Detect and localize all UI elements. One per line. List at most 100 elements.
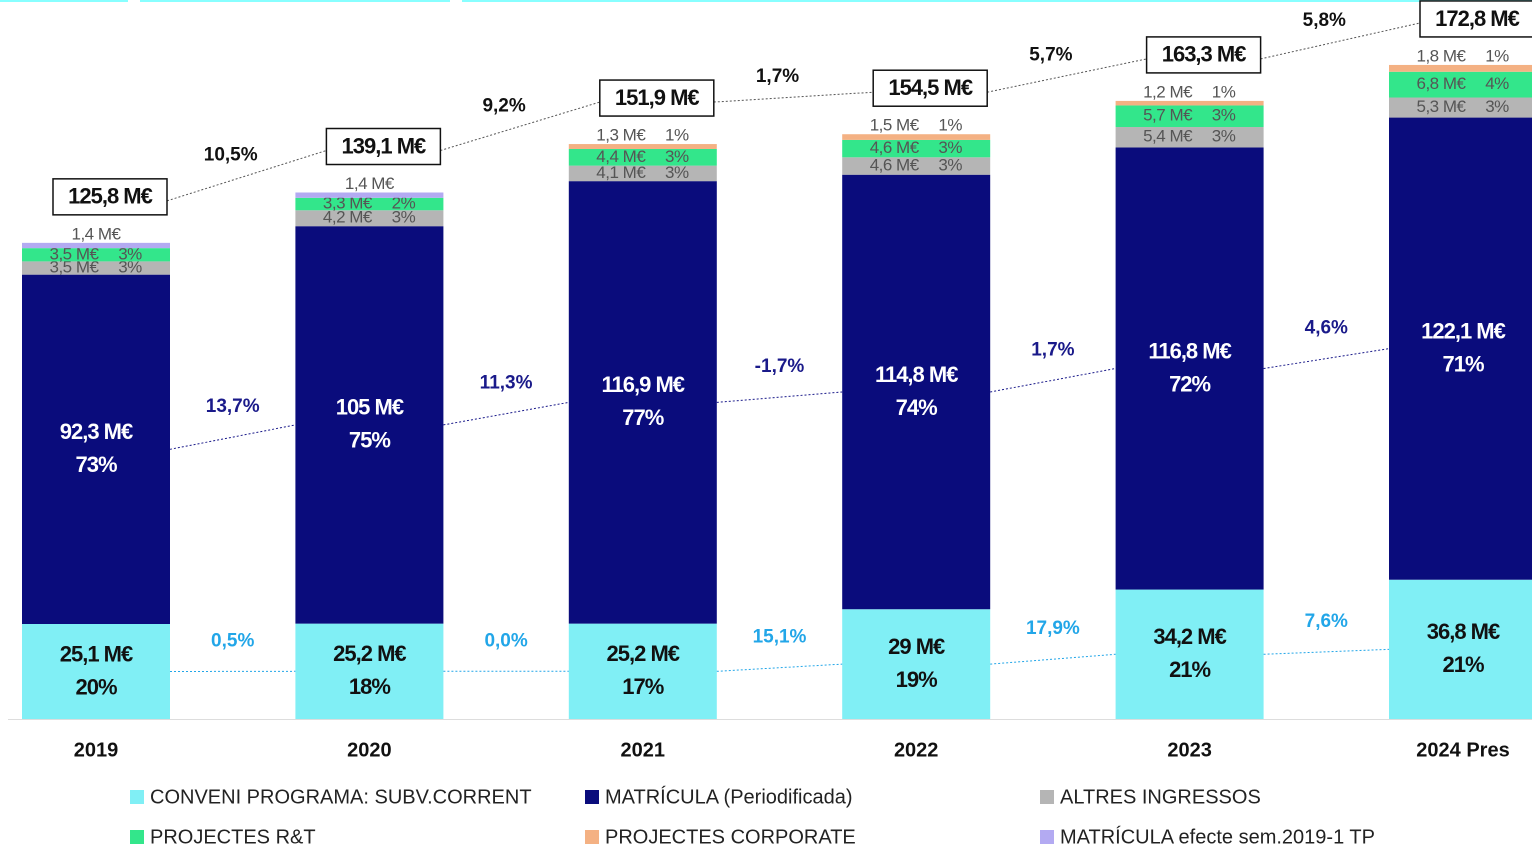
bar-segment <box>295 623 444 719</box>
percent-label: 21% <box>1169 657 1210 682</box>
trend-line <box>716 391 843 403</box>
value-label: 3,3 M€ <box>323 194 373 213</box>
trend-line <box>1263 348 1390 370</box>
trend-line <box>987 58 1147 93</box>
percent-label: 3% <box>392 208 416 227</box>
value-label: 34,2 M€ <box>1153 624 1226 649</box>
x-tick-label: 2022 <box>894 739 939 761</box>
bar-segment <box>1389 579 1532 719</box>
percent-label: 77% <box>622 405 663 430</box>
growth-label: 10,5% <box>204 145 258 166</box>
percent-label: 3% <box>665 163 689 182</box>
bar-segment <box>568 148 717 166</box>
value-label: 116,9 M€ <box>602 372 685 397</box>
trend-line <box>443 401 569 426</box>
bar-segment <box>568 144 717 149</box>
total-label: 163,3 M€ <box>1162 42 1246 67</box>
growth-label: 7,6% <box>1305 611 1348 632</box>
bar-segment <box>568 165 717 182</box>
x-tick-label: 2021 <box>621 739 666 761</box>
value-label: 25,2 M€ <box>333 641 406 666</box>
growth-label: 0,0% <box>484 630 527 651</box>
growth-label: 0,5% <box>211 630 254 651</box>
top-strip <box>462 0 1532 2</box>
trend-line <box>1263 648 1390 655</box>
bar-segment <box>22 274 170 624</box>
percent-label: 1% <box>1485 46 1509 65</box>
bar-segment <box>22 623 170 719</box>
value-label: 4,4 M€ <box>596 147 646 166</box>
total-label: 151,9 M€ <box>615 85 699 110</box>
value-label: 36,8 M€ <box>1427 619 1500 644</box>
bar-segment <box>1389 117 1532 580</box>
percent-label: 3% <box>118 244 142 263</box>
bar-segment <box>568 181 717 624</box>
percent-label: 21% <box>1442 652 1483 677</box>
legend-label: PROJECTES CORPORATE <box>605 826 856 848</box>
value-label: 3,5 M€ <box>50 258 100 277</box>
legend-label: MATRÍCULA (Periodificada) <box>605 785 852 808</box>
bar-segment <box>22 248 170 262</box>
total-box <box>52 178 168 216</box>
percent-label: 72% <box>1169 371 1210 396</box>
total-box <box>872 69 988 107</box>
total-box <box>599 79 715 117</box>
percent-label: 18% <box>349 674 390 699</box>
legend-label: MATRÍCULA efecte sem.2019-1 TP <box>1060 825 1375 848</box>
percent-label: 1% <box>1212 82 1236 101</box>
total-box <box>325 127 442 166</box>
growth-label: 5,8% <box>1303 10 1346 31</box>
percent-label: 3% <box>118 258 142 277</box>
total-box <box>1145 36 1262 74</box>
value-label: 4,6 M€ <box>870 155 920 174</box>
value-label: 1,4 M€ <box>72 224 122 243</box>
percent-label: 71% <box>1442 351 1483 376</box>
total-label: 125,8 M€ <box>68 184 152 209</box>
growth-label: -1,7% <box>755 356 805 377</box>
value-label: 114,8 M€ <box>875 362 958 387</box>
growth-label: 4,6% <box>1305 318 1348 339</box>
x-tick-label: 2019 <box>74 739 119 761</box>
value-label: 25,1 M€ <box>60 641 133 666</box>
bar-segment <box>295 197 444 211</box>
percent-label: 3% <box>1212 106 1236 125</box>
value-label: 1,3 M€ <box>596 126 646 145</box>
value-label: 5,3 M€ <box>1417 97 1467 116</box>
legend-swatch <box>585 790 599 804</box>
growth-label: 5,7% <box>1029 45 1072 66</box>
growth-label: 1,7% <box>1031 339 1074 360</box>
bar-segment <box>1115 147 1264 590</box>
bar-segment <box>295 210 444 227</box>
bar-segment <box>295 226 444 624</box>
total-label: 154,5 M€ <box>888 75 972 100</box>
legend-swatch <box>130 790 144 804</box>
bar-segment <box>1115 127 1264 148</box>
percent-label: 3% <box>1212 127 1236 146</box>
value-label: 4,2 M€ <box>323 208 373 227</box>
bar-segment <box>568 623 717 719</box>
legend-swatch <box>1040 830 1054 844</box>
bar-segment <box>1389 97 1532 118</box>
trend-line <box>716 663 843 672</box>
percent-label: 73% <box>75 452 116 477</box>
value-label: 6,8 M€ <box>1417 74 1467 93</box>
total-label: 172,8 M€ <box>1435 6 1519 31</box>
percent-label: 3% <box>938 138 962 157</box>
trend-line <box>169 424 296 450</box>
x-tick-label: 2023 <box>1167 739 1212 761</box>
trend-line <box>1260 22 1421 60</box>
legend-swatch <box>1040 790 1054 804</box>
trend-line <box>713 91 874 103</box>
value-label: 4,6 M€ <box>870 138 920 157</box>
value-label: 1,5 M€ <box>870 116 920 135</box>
bar-segment <box>1115 589 1264 719</box>
value-label: 92,3 M€ <box>60 419 133 444</box>
bar-segment <box>842 139 991 158</box>
percent-label: 3% <box>938 155 962 174</box>
value-label: 5,7 M€ <box>1143 106 1193 125</box>
value-label: 5,4 M€ <box>1143 127 1193 146</box>
total-label: 139,1 M€ <box>342 133 426 158</box>
legend-label: PROJECTES R&T <box>150 826 316 848</box>
value-label: 105 M€ <box>336 395 404 420</box>
